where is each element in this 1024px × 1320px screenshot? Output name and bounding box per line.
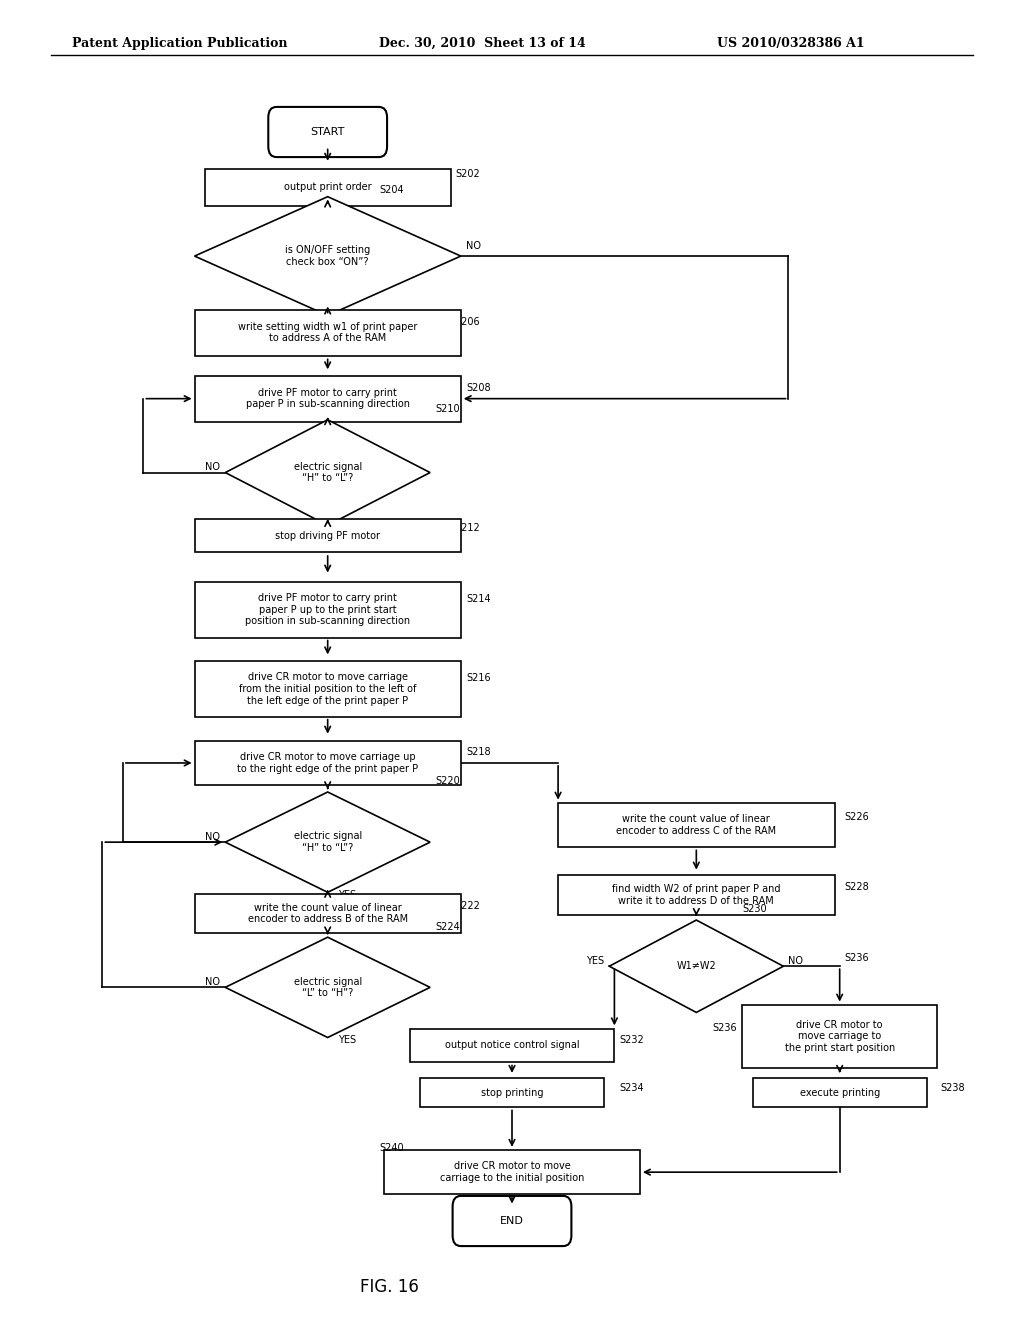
Text: drive CR motor to move carriage
from the initial position to the left of
the lef: drive CR motor to move carriage from the… <box>239 672 417 706</box>
Text: Patent Application Publication: Patent Application Publication <box>72 37 287 50</box>
Text: write the count value of linear
encoder to address B of the RAM: write the count value of linear encoder … <box>248 903 408 924</box>
Text: S222: S222 <box>456 900 480 911</box>
FancyBboxPatch shape <box>453 1196 571 1246</box>
Text: FIG. 16: FIG. 16 <box>359 1278 419 1296</box>
Text: stop driving PF motor: stop driving PF motor <box>275 531 380 541</box>
Text: drive PF motor to carry print
paper P up to the print start
position in sub-scan: drive PF motor to carry print paper P up… <box>245 593 411 627</box>
Text: S232: S232 <box>620 1035 644 1045</box>
Text: find width W2 of print paper P and
write it to address D of the RAM: find width W2 of print paper P and write… <box>612 884 780 906</box>
Text: NO: NO <box>466 240 481 251</box>
Text: S216: S216 <box>466 673 490 684</box>
Text: S220: S220 <box>435 776 460 787</box>
Text: YES: YES <box>338 524 356 535</box>
Text: YES: YES <box>338 890 356 900</box>
Text: S236: S236 <box>713 1023 737 1034</box>
Bar <box>420 1078 604 1107</box>
Text: S224: S224 <box>435 921 460 932</box>
Text: drive PF motor to carry print
paper P in sub-scanning direction: drive PF motor to carry print paper P in… <box>246 388 410 409</box>
Text: S206: S206 <box>456 317 480 327</box>
Text: YES: YES <box>338 1035 356 1045</box>
Text: NO: NO <box>205 832 220 842</box>
Text: output notice control signal: output notice control signal <box>444 1040 580 1051</box>
Text: S208: S208 <box>466 383 490 393</box>
Text: electric signal
“H” to “L”?: electric signal “H” to “L”? <box>294 832 361 853</box>
Text: YES: YES <box>338 314 356 325</box>
Polygon shape <box>225 792 430 892</box>
Text: electric signal
“L” to “H”?: electric signal “L” to “H”? <box>294 977 361 998</box>
Text: drive CR motor to move carriage up
to the right edge of the print paper P: drive CR motor to move carriage up to th… <box>238 752 418 774</box>
Text: S240: S240 <box>379 1143 403 1154</box>
Bar <box>742 1005 937 1068</box>
Bar <box>195 661 461 717</box>
Polygon shape <box>195 197 461 315</box>
Text: execute printing: execute printing <box>800 1088 880 1098</box>
Text: write setting width w1 of print paper
to address A of the RAM: write setting width w1 of print paper to… <box>238 322 418 343</box>
Bar <box>753 1078 927 1107</box>
Text: S214: S214 <box>466 594 490 605</box>
Text: S210: S210 <box>435 404 460 414</box>
Text: output print order: output print order <box>284 182 372 193</box>
Text: drive CR motor to
move carriage to
the print start position: drive CR motor to move carriage to the p… <box>784 1019 895 1053</box>
Text: write the count value of linear
encoder to address C of the RAM: write the count value of linear encoder … <box>616 814 776 836</box>
Text: NO: NO <box>788 956 804 966</box>
Text: END: END <box>500 1216 524 1226</box>
Text: S218: S218 <box>466 747 490 758</box>
Bar <box>195 375 461 422</box>
Bar <box>195 582 461 638</box>
Bar <box>384 1150 640 1193</box>
Text: stop printing: stop printing <box>480 1088 544 1098</box>
Polygon shape <box>609 920 783 1012</box>
Text: S212: S212 <box>456 523 480 533</box>
Polygon shape <box>225 937 430 1038</box>
Bar <box>195 741 461 784</box>
Text: S236: S236 <box>845 953 869 964</box>
Text: S204: S204 <box>379 185 403 195</box>
Text: START: START <box>310 127 345 137</box>
Text: S230: S230 <box>742 904 767 915</box>
FancyBboxPatch shape <box>268 107 387 157</box>
Text: NO: NO <box>205 462 220 473</box>
Text: US 2010/0328386 A1: US 2010/0328386 A1 <box>717 37 864 50</box>
Bar <box>195 894 461 933</box>
Text: NO: NO <box>205 977 220 987</box>
Text: Dec. 30, 2010  Sheet 13 of 14: Dec. 30, 2010 Sheet 13 of 14 <box>379 37 586 50</box>
Polygon shape <box>225 420 430 525</box>
Bar <box>558 875 835 915</box>
Text: S228: S228 <box>845 882 869 892</box>
Text: electric signal
“H” to “L”?: electric signal “H” to “L”? <box>294 462 361 483</box>
Text: S234: S234 <box>620 1082 644 1093</box>
Text: W1≠W2: W1≠W2 <box>677 961 716 972</box>
Bar <box>558 803 835 847</box>
Text: S202: S202 <box>456 169 480 180</box>
Text: YES: YES <box>586 956 604 966</box>
Text: S226: S226 <box>845 812 869 822</box>
Bar <box>195 519 461 552</box>
Text: is ON/OFF setting
check box “ON”?: is ON/OFF setting check box “ON”? <box>285 246 371 267</box>
Bar <box>410 1030 614 1061</box>
Text: S238: S238 <box>940 1082 965 1093</box>
Bar <box>205 169 451 206</box>
Text: drive CR motor to move
carriage to the initial position: drive CR motor to move carriage to the i… <box>440 1162 584 1183</box>
Bar <box>195 309 461 355</box>
